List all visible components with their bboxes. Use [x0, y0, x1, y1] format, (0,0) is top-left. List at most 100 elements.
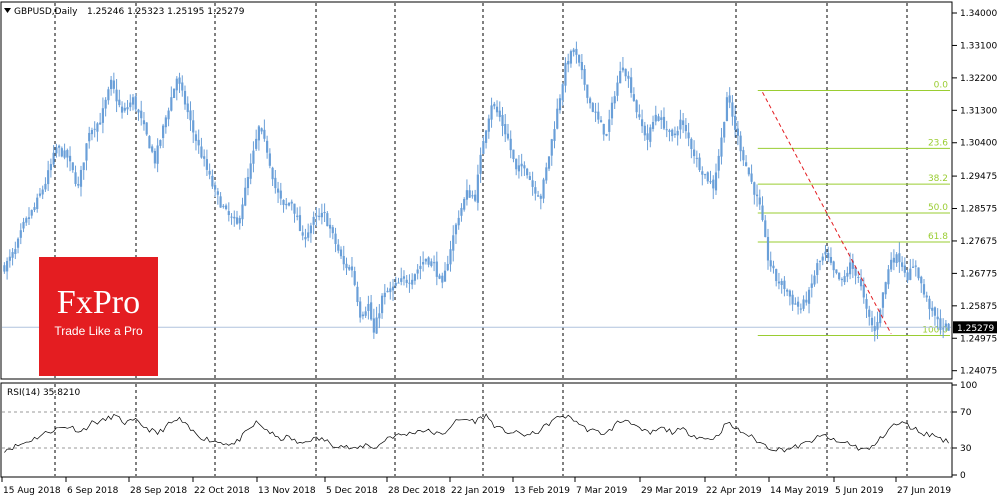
candle-body: [348, 267, 351, 270]
candle-body: [446, 263, 449, 271]
trend-line[interactable]: [762, 92, 892, 334]
candle-body: [676, 130, 679, 136]
candle-body: [851, 260, 854, 269]
candle-body: [690, 138, 693, 149]
candle-body: [85, 143, 88, 161]
candle-body: [766, 236, 770, 261]
candle-body: [224, 205, 228, 209]
candle-body: [558, 98, 562, 111]
candle-body: [361, 314, 365, 317]
candle-body: [11, 252, 14, 258]
candle-body: [14, 249, 17, 254]
candle-body: [140, 110, 143, 119]
candle-body: [90, 129, 94, 135]
ohlc-values: 1.25246 1.25323 1.25195 1.25279: [87, 7, 245, 17]
candle-body: [870, 317, 874, 326]
candle-body: [435, 261, 438, 277]
x-tick-label: 13 Feb 2019: [514, 486, 570, 496]
fib-level-label: 23.6: [928, 138, 948, 148]
candle-body: [542, 179, 545, 199]
candle-body: [640, 119, 644, 127]
candle-body: [701, 171, 704, 175]
candle-body: [44, 183, 47, 190]
candle-body: [430, 261, 433, 266]
candle-body: [512, 149, 515, 160]
candle-body: [66, 150, 69, 158]
candle-body: [947, 323, 950, 331]
candle-body: [753, 182, 756, 195]
rsi-title: RSI(14) 35.8210: [7, 388, 80, 398]
candle-body: [728, 95, 731, 103]
candle-body: [246, 177, 250, 189]
candle-body: [364, 311, 367, 316]
candle-body: [865, 299, 868, 309]
candle-body: [463, 198, 466, 210]
candle-body: [942, 328, 945, 330]
candle-body: [892, 257, 895, 263]
candle-body: [441, 275, 444, 283]
candle-body: [668, 130, 671, 132]
candle-body: [550, 139, 553, 156]
candle-body: [123, 107, 126, 111]
candle-body: [315, 215, 318, 217]
candle-body: [761, 205, 764, 221]
candle-body: [471, 195, 474, 197]
candle-body: [99, 122, 102, 125]
candle-body: [526, 168, 529, 176]
candle-body: [342, 256, 345, 265]
candle-body: [304, 237, 307, 240]
candle-body: [142, 120, 146, 125]
symbol-dropdown-icon[interactable]: [4, 8, 11, 13]
candle-body: [750, 173, 753, 182]
candle-body: [402, 276, 406, 279]
rsi-tick-label: 100: [960, 381, 977, 391]
candle-body: [890, 259, 893, 270]
candle-body: [386, 290, 389, 293]
candle-body: [772, 265, 775, 269]
candle-body: [318, 215, 321, 217]
candle-body: [490, 105, 493, 120]
candle-body: [370, 302, 373, 320]
candle-body: [523, 165, 526, 169]
candle-body: [68, 155, 72, 162]
candle-body: [747, 167, 750, 175]
candle-body: [162, 125, 165, 139]
candle-body: [227, 211, 230, 216]
candle-body: [632, 94, 635, 101]
candle-body: [687, 132, 690, 139]
candle-body: [588, 98, 592, 104]
y-tick-label: 1.31300: [960, 106, 997, 116]
candle-body: [82, 162, 85, 170]
candle-body: [706, 172, 709, 182]
candle-body: [41, 189, 44, 195]
candle-body: [591, 103, 594, 112]
candle-body: [252, 150, 255, 164]
candle-body: [520, 163, 523, 167]
candle-body: [739, 135, 742, 152]
candle-body: [112, 80, 115, 89]
candle-body: [838, 272, 841, 280]
candle-body: [484, 130, 488, 143]
candle-body: [829, 257, 833, 263]
y-tick-label: 1.33100: [960, 41, 997, 51]
y-tick-label: 1.28575: [960, 205, 997, 215]
candle-body: [110, 79, 113, 90]
candle-body: [777, 281, 781, 284]
candle-body: [673, 133, 677, 136]
candle-body: [427, 257, 430, 265]
fibonacci-retracement[interactable]: 0.0 23.6 38.2 50.0 61.8 100.0: [757, 80, 950, 337]
candle-body: [684, 124, 687, 132]
candle-body: [323, 211, 326, 214]
candle-body: [175, 78, 178, 91]
candle-body: [879, 309, 882, 324]
candle-body: [509, 138, 512, 151]
candle-body: [331, 227, 334, 234]
candle-body: [432, 262, 436, 264]
candle-body: [307, 232, 310, 238]
candle-body: [96, 123, 99, 132]
symbol-label: GBPUSD,Daily: [14, 7, 78, 17]
candle-body: [725, 97, 729, 122]
candle-body: [211, 175, 214, 187]
logo-brand: FxPro: [56, 284, 141, 321]
